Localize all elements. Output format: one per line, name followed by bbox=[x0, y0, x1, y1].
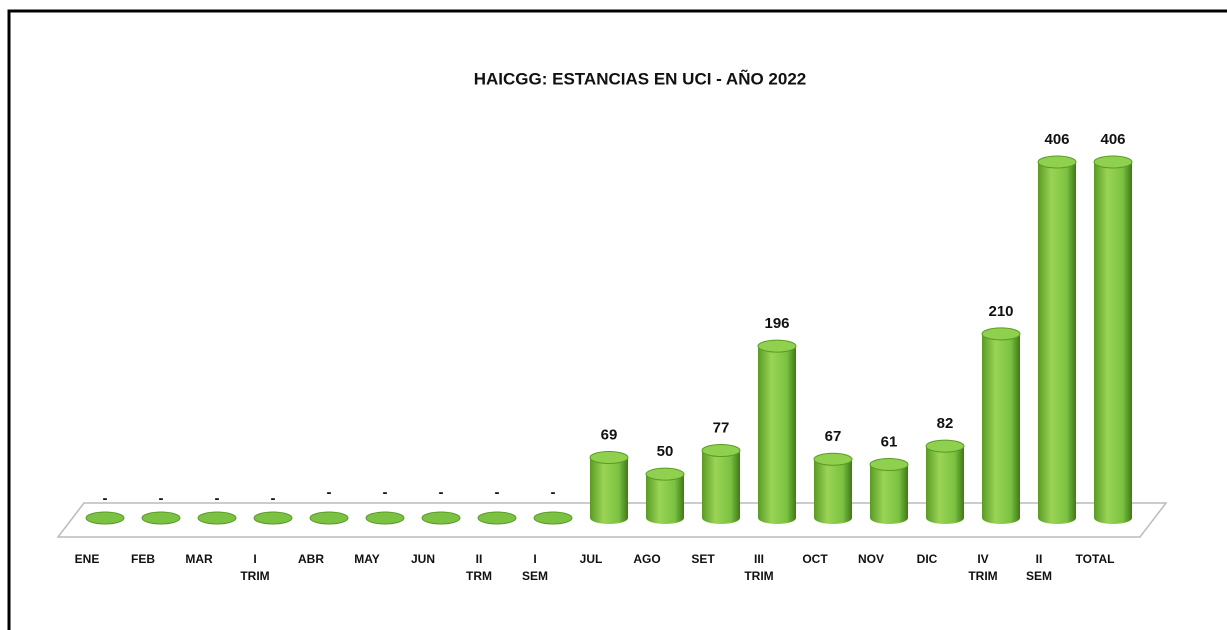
bar-base bbox=[365, 511, 405, 525]
x-tick-label: JUL bbox=[579, 552, 603, 566]
x-tick-label: III TRIM bbox=[744, 552, 774, 583]
bar bbox=[421, 511, 461, 525]
bar-base bbox=[197, 511, 237, 525]
bar bbox=[645, 467, 685, 524]
bar-base bbox=[309, 511, 349, 525]
bar-body bbox=[926, 446, 964, 524]
bar-base bbox=[421, 511, 461, 525]
value-label: - bbox=[159, 490, 164, 507]
bar bbox=[981, 327, 1021, 524]
bar bbox=[701, 443, 741, 524]
value-label: 406 bbox=[1100, 131, 1125, 148]
x-tick-label: FEB bbox=[131, 552, 155, 566]
value-label: - bbox=[383, 484, 388, 501]
value-label: - bbox=[551, 484, 556, 501]
bar-top bbox=[981, 327, 1021, 341]
x-tick-label: DIC bbox=[916, 552, 938, 566]
bar-base bbox=[85, 511, 125, 525]
bar-top bbox=[701, 443, 741, 457]
bar bbox=[1037, 155, 1077, 524]
x-tick-label: I SEM bbox=[522, 552, 549, 583]
x-tick-label: II TRM bbox=[466, 552, 493, 583]
x-tick-label: OCT bbox=[802, 552, 828, 566]
x-tick-label: SET bbox=[691, 552, 715, 566]
bar-body bbox=[1038, 162, 1076, 524]
x-tick-label: NOV bbox=[857, 552, 885, 566]
x-tick-label: ENE bbox=[74, 552, 100, 566]
bar-top bbox=[1093, 155, 1133, 169]
bar-body bbox=[646, 474, 684, 524]
bar-base bbox=[533, 511, 573, 525]
bar bbox=[813, 452, 853, 524]
bar bbox=[141, 511, 181, 525]
bar-body bbox=[1094, 162, 1132, 524]
x-tick-label: IV TRIM bbox=[968, 552, 998, 583]
bar-base bbox=[141, 511, 181, 525]
bar bbox=[197, 511, 237, 525]
bar bbox=[477, 511, 517, 525]
value-label: 50 bbox=[657, 443, 674, 460]
x-tick-label: II SEM bbox=[1026, 552, 1053, 583]
value-label: 69 bbox=[601, 426, 618, 443]
bar-top bbox=[589, 450, 629, 464]
x-tick-label: JUN bbox=[410, 552, 436, 566]
bar bbox=[533, 511, 573, 525]
x-tick-label: MAR bbox=[185, 552, 213, 566]
value-label: 67 bbox=[825, 428, 842, 445]
bar-top bbox=[869, 458, 909, 472]
bar-base bbox=[477, 511, 517, 525]
bar-top bbox=[645, 467, 685, 481]
bar-base bbox=[253, 511, 293, 525]
bar-body bbox=[758, 346, 796, 524]
value-label: - bbox=[327, 484, 332, 501]
x-tick-label: AGO bbox=[633, 552, 661, 566]
bar-body bbox=[982, 333, 1020, 524]
bar-top bbox=[925, 439, 965, 453]
frame bbox=[7, 9, 1227, 630]
bar-top bbox=[813, 452, 853, 466]
bar-body bbox=[814, 459, 852, 524]
bar bbox=[925, 439, 965, 524]
value-label: - bbox=[495, 484, 500, 501]
value-label: 82 bbox=[937, 415, 954, 432]
value-label: - bbox=[215, 490, 220, 507]
bar-top bbox=[757, 339, 797, 353]
value-label: 196 bbox=[764, 315, 789, 332]
value-label: 210 bbox=[988, 303, 1013, 320]
value-label: - bbox=[103, 490, 108, 507]
bar bbox=[253, 511, 293, 525]
bar bbox=[589, 450, 629, 524]
value-label: 61 bbox=[881, 433, 898, 450]
bar bbox=[757, 339, 797, 524]
chart-title: HAICGG: ESTANCIAS EN UCI - AÑO 2022 bbox=[474, 68, 807, 88]
bar-body bbox=[702, 450, 740, 524]
x-tick-label: TOTAL bbox=[1075, 552, 1115, 566]
bar bbox=[1093, 155, 1133, 524]
value-label: 406 bbox=[1044, 131, 1069, 148]
x-tick-label: MAY bbox=[354, 552, 380, 566]
bar bbox=[85, 511, 125, 525]
x-tick-label: I TRIM bbox=[240, 552, 270, 583]
bar bbox=[309, 511, 349, 525]
bar-body bbox=[590, 457, 628, 524]
value-label: 77 bbox=[713, 419, 730, 436]
bar-top bbox=[1037, 155, 1077, 169]
value-label: - bbox=[439, 484, 444, 501]
value-label: - bbox=[271, 490, 276, 507]
bar bbox=[869, 458, 909, 524]
bar bbox=[365, 511, 405, 525]
bar-body bbox=[870, 464, 908, 524]
x-tick-label: ABR bbox=[298, 552, 324, 566]
